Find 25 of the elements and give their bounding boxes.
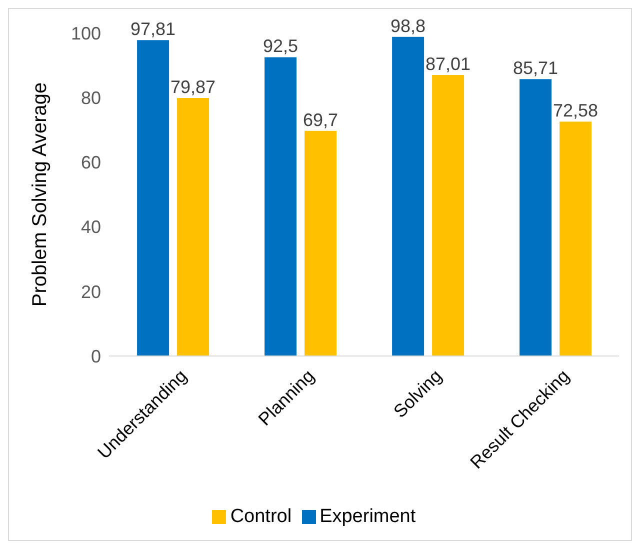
- data-label: 79,87: [170, 77, 216, 98]
- legend-label: Control: [230, 506, 292, 527]
- bar: [137, 40, 170, 356]
- data-label: 72,58: [553, 100, 598, 121]
- y-tick-label: 60: [80, 152, 101, 173]
- y-tick-label: 20: [80, 282, 101, 302]
- y-tick-label: 100: [70, 23, 101, 44]
- data-label: 85,71: [513, 58, 558, 78]
- data-label: 92,5: [263, 36, 298, 56]
- bar: [392, 36, 424, 356]
- bar: [432, 74, 464, 356]
- data-label: 97,81: [130, 19, 176, 40]
- y-tick-label: 0: [90, 346, 101, 366]
- bar: [560, 122, 592, 356]
- data-label: 69,7: [303, 110, 338, 130]
- data-label: 87,01: [426, 54, 471, 74]
- y-axis-title: Problem Solving Average: [29, 82, 52, 307]
- data-label: 98,8: [390, 16, 426, 36]
- bar: [264, 57, 297, 356]
- y-tick-label: 80: [80, 88, 101, 108]
- bar: [304, 130, 337, 356]
- bar: [520, 79, 552, 356]
- legend-label: Experiment: [320, 506, 416, 527]
- y-tick-label: 40: [80, 217, 101, 238]
- bar: [177, 98, 210, 356]
